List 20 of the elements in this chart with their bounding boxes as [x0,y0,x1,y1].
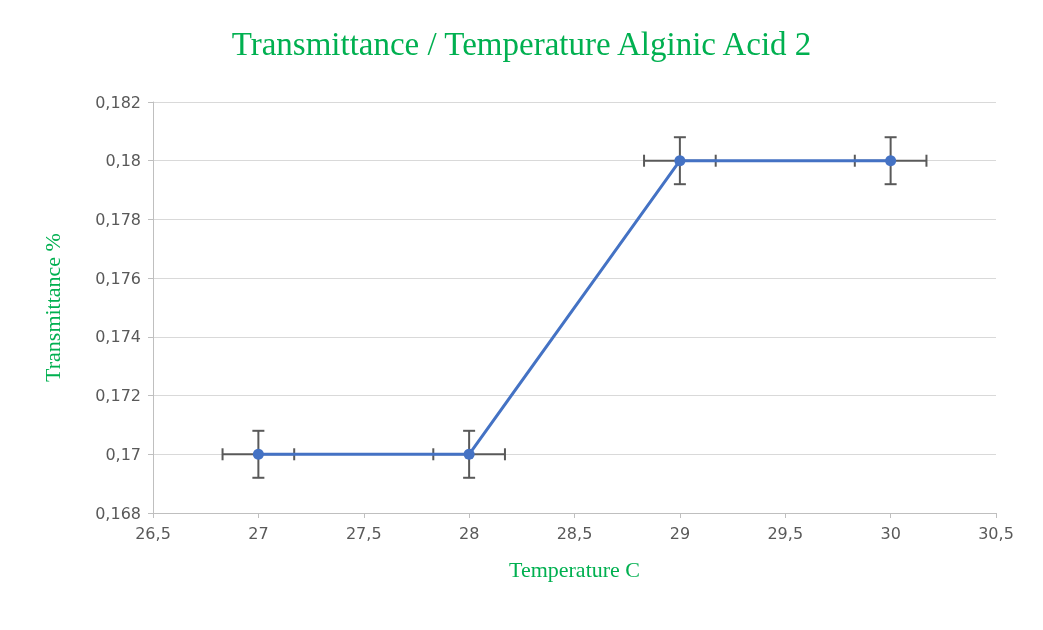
x-tick-label: 30 [880,523,901,543]
y-tick-label: 0,178 [95,209,141,229]
x-tick-label: 27 [248,523,269,543]
y-tick-label: 0,168 [95,503,141,523]
x-tick-label: 28 [458,523,480,543]
x-tick-label: 29 [669,523,691,543]
x-axis-title: Temperature C [508,556,641,582]
x-tick-label: 29,5 [767,523,804,543]
y-tick-label: 0,17 [105,444,141,464]
y-tick-label: 0,174 [95,327,141,347]
y-tick-label: 0,172 [95,386,141,406]
x-tick-label: 28,5 [556,523,593,543]
y-axis-title: Transmittance % [39,233,65,382]
x-tick-label: 26,5 [135,523,171,543]
x-tick-label: 30,5 [978,523,1014,543]
y-tick-label: 0,176 [95,268,141,288]
chart-title: Transmittance / Temperature Alginic Acid 2 [231,25,812,62]
y-tick-label: 0,18 [105,151,141,171]
x-tick-label: 27,5 [345,523,382,543]
y-tick-label: 0,182 [95,92,141,112]
